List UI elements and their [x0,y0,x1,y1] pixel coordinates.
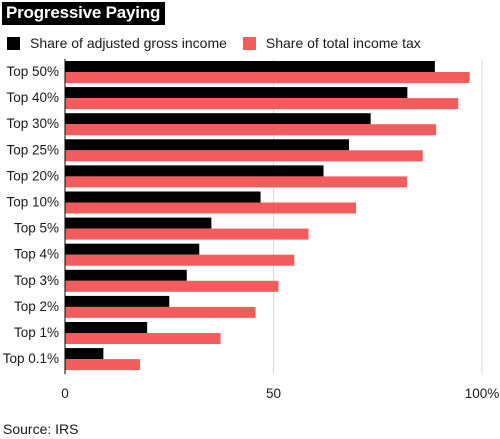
bar-agi-1 [65,87,408,99]
bar-tax-11 [65,359,141,371]
category-label-3: Top 25% [6,142,59,157]
bar-tax-4 [65,176,407,188]
x-tick-label-0: 0 [61,386,69,401]
bar-tax-0 [65,72,470,83]
legend-item-tax: Share of total income tax [242,35,421,51]
bar-agi-2 [65,113,371,125]
x-tick-label-2: 100% [465,386,500,401]
bar-agi-4 [65,165,324,177]
chart-title: Progressive Paying [2,2,166,25]
bar-agi-10 [65,322,148,333]
bar-agi-0 [65,61,435,72]
legend-label-agi: Share of adjusted gross income [30,35,227,51]
bar-agi-7 [65,243,200,255]
bar-tax-9 [65,306,256,318]
legend: Share of adjusted gross income Share of … [7,34,437,52]
bar-tax-6 [65,228,309,240]
category-label-4: Top 20% [6,168,59,183]
legend-swatch-tax [242,36,256,50]
legend-swatch-agi [7,36,20,50]
legend-label-tax: Share of total income tax [265,35,421,51]
x-tick-label-1: 50 [266,386,281,401]
bar-tax-2 [65,124,437,136]
category-label-11: Top 0.1% [3,351,59,366]
bar-tax-1 [65,98,459,110]
bar-agi-6 [65,217,212,229]
bar-agi-3 [65,139,349,151]
category-label-10: Top 1% [14,325,59,340]
legend-item-agi: Share of adjusted gross income [7,35,227,51]
category-label-0: Top 50% [6,64,59,79]
bar-agi-8 [65,269,187,281]
bar-tax-8 [65,280,279,292]
source-note: Source: IRS [3,421,79,437]
bar-agi-11 [65,348,104,360]
bar-tax-10 [65,333,221,344]
category-label-1: Top 40% [6,90,59,105]
bar-tax-7 [65,254,295,266]
bar-tax-5 [65,202,357,214]
category-label-5: Top 10% [6,195,59,210]
bar-agi-5 [65,191,261,203]
category-label-7: Top 4% [14,247,59,262]
category-label-6: Top 5% [14,221,59,236]
category-label-9: Top 2% [14,299,59,314]
category-label-2: Top 30% [6,116,59,131]
bar-tax-3 [65,150,423,162]
category-label-8: Top 3% [14,273,59,288]
bar-agi-9 [65,295,170,307]
